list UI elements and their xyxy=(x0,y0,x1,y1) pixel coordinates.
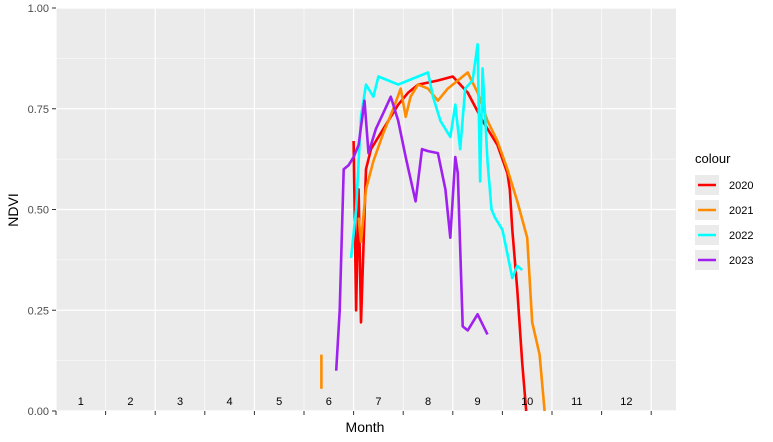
month-label: 1 xyxy=(78,396,84,408)
month-label: 7 xyxy=(375,396,381,408)
series-line-2020 xyxy=(352,140,356,210)
series-lines xyxy=(320,43,546,412)
legend: colour 2020 2021 2022 2023 xyxy=(695,151,753,270)
month-label: 12 xyxy=(620,396,632,408)
month-label: 3 xyxy=(177,396,183,408)
y-tick-label: 0.75 xyxy=(28,104,49,116)
month-label: 9 xyxy=(475,396,481,408)
legend-label-2023: 2023 xyxy=(729,255,753,267)
series-line-2020 xyxy=(353,75,528,412)
grid-lines xyxy=(55,7,676,412)
month-label: 5 xyxy=(276,396,282,408)
legend-label-2021: 2021 xyxy=(729,205,753,217)
month-label: 10 xyxy=(521,396,533,408)
month-label: 4 xyxy=(227,396,233,408)
y-tick-label: 0.00 xyxy=(28,406,49,418)
x-axis xyxy=(55,411,652,415)
y-tick-label: 0.50 xyxy=(28,205,49,217)
month-label: 11 xyxy=(571,396,582,408)
y-axis: 0.00 0.25 0.50 0.75 1.00 xyxy=(28,3,56,418)
y-tick-label: 1.00 xyxy=(28,3,49,15)
legend-title: colour xyxy=(695,151,731,166)
month-labels: 1 2 3 4 5 6 7 8 9 10 11 12 xyxy=(78,396,633,408)
x-axis-title: Month xyxy=(346,419,385,435)
legend-label-2022: 2022 xyxy=(729,230,753,242)
month-label: 8 xyxy=(425,396,431,408)
series-line-2022 xyxy=(349,43,524,280)
month-label: 6 xyxy=(326,396,332,408)
series-line-2021 xyxy=(357,71,546,412)
y-axis-title: NDVI xyxy=(5,193,21,226)
legend-label-2020: 2020 xyxy=(729,180,753,192)
month-label: 2 xyxy=(127,396,133,408)
series-line-2023 xyxy=(334,95,489,371)
y-tick-label: 0.25 xyxy=(28,305,49,317)
